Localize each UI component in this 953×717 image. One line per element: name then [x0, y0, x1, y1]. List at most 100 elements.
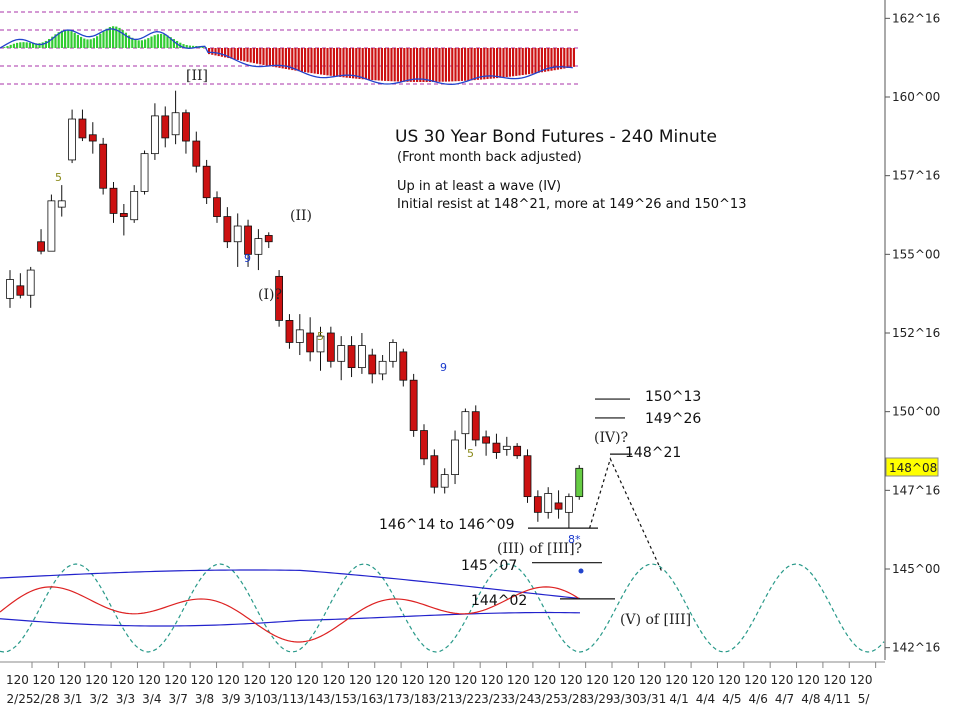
histogram-bar [147, 38, 150, 48]
x-session-label: 120 [560, 673, 583, 687]
histogram-bar [451, 48, 454, 82]
x-date-label: 3/9 [221, 692, 240, 706]
histogram-bar [160, 33, 163, 48]
histogram-bar [259, 48, 262, 65]
histogram-bar [329, 48, 332, 76]
candle-body [378, 360, 387, 375]
candle-body [109, 187, 118, 214]
price-levels [528, 398, 632, 600]
histogram-bar [547, 48, 550, 72]
histogram-bar [163, 34, 166, 48]
y-tick-label: 162^16 [892, 11, 940, 25]
x-session-label: 120 [349, 673, 372, 687]
histogram-bar [422, 48, 425, 82]
histogram-bar [313, 48, 316, 74]
histogram-bar [377, 48, 380, 81]
histogram-bar [316, 48, 319, 75]
histogram-bar [368, 48, 371, 80]
candle-body [47, 200, 56, 252]
histogram-bar [358, 48, 361, 79]
histogram-bar [297, 48, 300, 72]
histogram-bar [240, 48, 243, 61]
histogram-bar [22, 42, 25, 48]
histogram-bar [201, 46, 204, 48]
histogram-bar [448, 48, 451, 82]
x-date-label: 3/10 [244, 692, 271, 706]
y-tick-label: 150^00 [892, 405, 940, 419]
level-label-149-26: 149^26 [645, 411, 701, 427]
histogram-bar [243, 48, 246, 62]
histogram-bar [492, 48, 495, 79]
current-price-box [885, 457, 939, 477]
candle-body [461, 411, 470, 435]
oscillator-line [0, 586, 580, 643]
x-date-label: 4/5 [722, 692, 741, 706]
projection-path [578, 457, 663, 574]
x-date-label: 3/23 [481, 692, 508, 706]
current-price-label: 148^08 [889, 461, 937, 475]
histogram-bar [275, 48, 278, 68]
histogram-bar [537, 48, 540, 73]
y-tick-label: 157^16 [892, 169, 940, 183]
histogram-bar [534, 48, 537, 74]
x-date-label: 3/2 [89, 692, 108, 706]
candle-body [68, 118, 76, 161]
histogram-bar [281, 48, 284, 69]
candle-body [482, 436, 491, 444]
x-session-label: 120 [850, 673, 873, 687]
histogram-bar [67, 30, 70, 48]
histogram-bar [128, 35, 131, 48]
x-session-label: 120 [639, 673, 662, 687]
candle-body [244, 225, 252, 255]
histogram-bar [70, 31, 73, 48]
histogram-bar [483, 48, 486, 80]
wave-label-V-of-III: (V) of [III] [620, 612, 691, 628]
histogram-bar [131, 37, 134, 48]
x-date-label: 3/7 [169, 692, 188, 706]
candle-body [88, 134, 97, 142]
x-session-label: 120 [797, 673, 820, 687]
x-date-label: 4/8 [801, 692, 820, 706]
histogram-bar [249, 48, 252, 63]
x-session-label: 120 [718, 673, 741, 687]
candle-body [430, 455, 439, 488]
x-session-label: 120 [665, 673, 688, 687]
level-label-150-13: 150^13 [645, 389, 701, 405]
candle-body [523, 455, 532, 498]
histogram-bar [432, 48, 435, 82]
histogram-bar [326, 48, 329, 76]
histogram-bar [41, 42, 44, 48]
x-date-label: 3/11 [270, 692, 297, 706]
histogram-bar [550, 48, 553, 71]
candle-body [420, 430, 428, 460]
chart-title: US 30 Year Bond Futures - 240 Minute [395, 127, 717, 147]
histogram-bar [396, 48, 399, 82]
chart-note-1: Up in at least a wave (IV) [397, 179, 561, 194]
histogram-bar [192, 45, 195, 48]
candle-body [6, 279, 14, 299]
histogram-bar [496, 48, 499, 79]
histogram-bar [464, 48, 467, 81]
level-label-144-02: 144^02 [471, 593, 527, 609]
candle-body [326, 332, 335, 362]
histogram-bar [246, 48, 249, 62]
histogram-bar [566, 48, 569, 68]
chart-subtitle: (Front month back adjusted) [397, 150, 582, 165]
histogram-bar [112, 26, 115, 48]
x-session-label: 120 [217, 673, 240, 687]
histogram-bar [278, 48, 281, 68]
histogram-bar [44, 40, 47, 48]
candle-body [471, 411, 480, 441]
candle-body [275, 275, 284, 321]
candle-body [233, 225, 242, 243]
x-session-label: 120 [454, 673, 477, 687]
x-session-label: 120 [691, 673, 714, 687]
x-session-label: 120 [59, 673, 82, 687]
x-date-label: 4/6 [749, 692, 768, 706]
histogram-bar [73, 32, 76, 48]
histogram-bar [92, 38, 95, 48]
candle-series [6, 90, 584, 529]
count-label: 5 [317, 330, 324, 343]
histogram-bar [524, 48, 527, 75]
candle-body [264, 235, 273, 243]
